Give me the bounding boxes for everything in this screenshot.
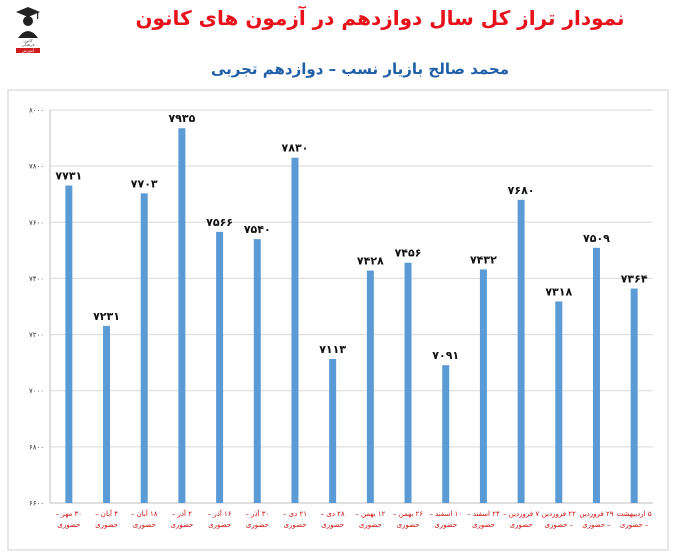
data-label: ۷۹۳۵ [168, 112, 195, 125]
x-tick-label: حضوری [57, 521, 80, 529]
x-tick-label: ۲۶ بهمن – [393, 510, 423, 518]
data-label: ۷۳۶۴ [621, 273, 648, 286]
bar [404, 262, 412, 503]
bar [555, 301, 563, 503]
logo-banner [16, 48, 40, 53]
x-tick-label: حضوری [95, 521, 118, 529]
logo-line: آموزش [22, 48, 35, 53]
grid [50, 109, 653, 504]
bar [442, 365, 450, 503]
data-label: ۷۷۰۳ [131, 177, 158, 190]
x-tick-label: ۲۴ اسفند – [467, 510, 500, 518]
data-label: ۷۴۵۶ [395, 247, 422, 260]
x-tick-label: ۴ آبان – [95, 509, 118, 518]
data-label: ۷۷۳۱ [55, 170, 82, 183]
y-tick-label: ۷۲۰۰ [29, 331, 44, 339]
bar [216, 231, 224, 503]
data-label: ۷۳۱۸ [545, 285, 572, 298]
x-tick-label: – حضوری [544, 521, 573, 529]
data-label: ۷۵۶۶ [206, 216, 233, 229]
x-tick-label: ۷ فروردین – [503, 510, 539, 518]
x-tick-label: ۱۰ اسفند – [429, 510, 462, 518]
x-tick-label: حضوری [170, 521, 193, 529]
data-labels: ۷۷۳۱ ۷۲۳۱ ۷۷۰۳ ۷۹۳۵ ۷۵۶۶ ۷۵۴۰ ۷۸۳۰ ۷۱۱۳ ۷۴۲۸ ۷۴۵۶… [55, 112, 647, 362]
data-label: ۷۲۳۱ [93, 310, 120, 323]
logo: کانون فرهنگی آموزش [16, 7, 40, 53]
chart-border [7, 89, 669, 551]
x-tick-label: ۳۰ آذر – [245, 509, 269, 518]
x-tick-label: حضوری [246, 521, 269, 529]
x-tick-label: حضوری [284, 521, 307, 529]
y-axis: ۶۶۰۰ ۶۸۰۰ ۷۰۰۰ ۷۲۰۰ ۷۴۰۰ ۷۶۰۰ ۷۸۰۰ ۸۰۰۰ [29, 107, 653, 508]
y-tick-label: ۸۰۰۰ [29, 107, 44, 115]
bar [517, 199, 525, 504]
bar [103, 325, 111, 503]
data-label: ۷۶۸۰ [508, 184, 535, 197]
logo-line: کانون [23, 38, 32, 43]
x-tick-label: ۱۲ بهمن – [355, 510, 385, 518]
y-tick-label: ۷۶۰۰ [29, 219, 44, 227]
graduate-icon [16, 7, 40, 38]
x-tick-label: حضوری [434, 521, 457, 529]
x-tick-label: – حضوری [620, 521, 649, 529]
data-label: ۷۴۲۸ [357, 255, 384, 268]
x-tick-label: حضوری [397, 521, 420, 529]
x-tick-label: حضوری [133, 521, 156, 529]
x-tick-label: ۲۲ فروردین [542, 510, 576, 518]
bar [65, 185, 73, 503]
chart-subtitle: محمد صالح بازیار نسب – دوازدهم تجربی [210, 60, 510, 78]
bar [630, 288, 638, 503]
x-tick-label: ۲ آذر – [172, 509, 192, 518]
bar [291, 157, 299, 503]
x-tick-label: حضوری [510, 521, 533, 529]
x-axis: ۳۰ مهر – حضوری ۴ آبان – حضوری ۱۸ آبان – حضوری… [56, 509, 652, 529]
x-tick-label: ۱۸ آبان – [131, 509, 158, 518]
data-label: ۷۸۳۰ [282, 142, 309, 155]
y-tick-label: ۷۸۰۰ [29, 163, 44, 171]
data-label: ۷۴۳۲ [470, 253, 497, 266]
data-label: ۷۵۴۰ [244, 223, 271, 236]
bar [178, 128, 186, 503]
y-tick-label: ۷۰۰۰ [29, 387, 44, 395]
data-label: ۷۵۰۹ [583, 232, 610, 245]
data-label: ۷۱۱۳ [319, 343, 346, 356]
bar [592, 247, 600, 503]
x-tick-label: حضوری [472, 521, 495, 529]
x-tick-label: ۲۸ دی – [321, 510, 345, 518]
data-label: ۷۰۹۱ [432, 349, 459, 362]
x-tick-label: حضوری [321, 521, 344, 529]
y-tick-label: ۷۴۰۰ [29, 275, 44, 283]
y-tick-label: ۶۸۰۰ [29, 443, 44, 451]
bar [253, 239, 261, 503]
bar [366, 270, 374, 503]
y-tick-label: ۶۶۰۰ [29, 500, 44, 508]
bar [329, 358, 337, 503]
x-tick-label: ۳۰ مهر – [56, 510, 82, 518]
bar [140, 193, 148, 504]
x-tick-label: ۲۱ دی – [283, 510, 307, 518]
x-tick-label: حضوری [359, 521, 382, 529]
bars [65, 128, 638, 504]
x-tick-label: – حضوری [582, 521, 611, 529]
x-tick-label: حضوری [208, 521, 231, 529]
x-tick-label: ۱۶ آذر – [208, 509, 232, 518]
logo-line: فرهنگی [22, 42, 35, 47]
x-tick-label: ۵ اردیبهشت [617, 510, 652, 518]
x-tick-label: ۲۹ فروردین [579, 510, 613, 518]
bar [479, 269, 487, 503]
chart-title: نمودار تراز کل سال دوازدهم در آزمون های … [135, 6, 625, 30]
